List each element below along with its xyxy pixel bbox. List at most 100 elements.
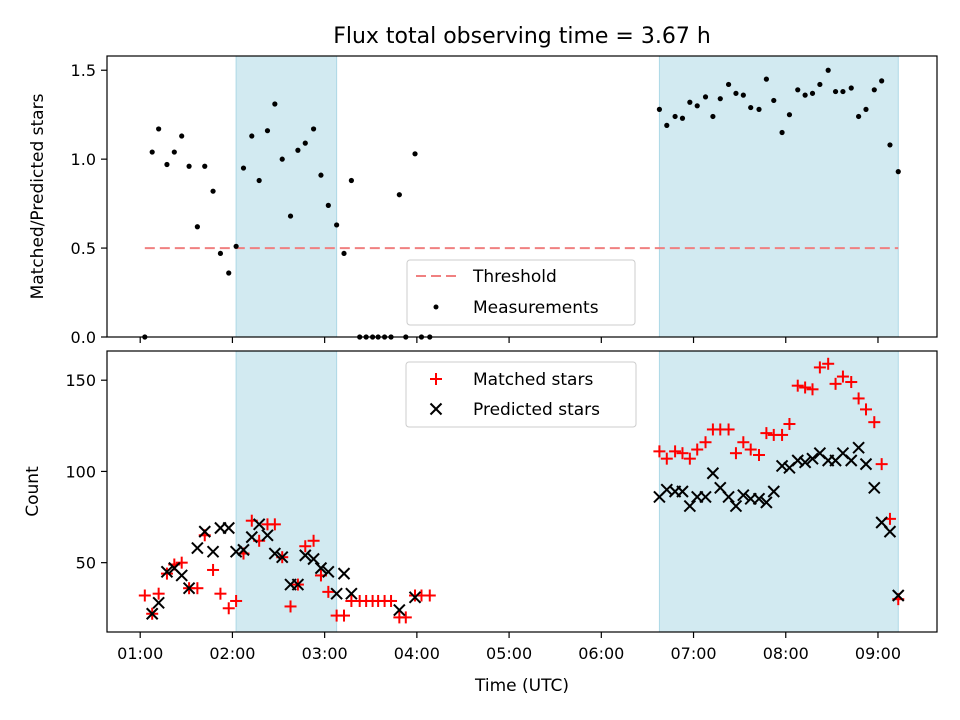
predicted-marker-1-b bbox=[152, 596, 165, 610]
top-y-tick-label-3: 1.5 bbox=[71, 61, 96, 80]
measurement-point-56 bbox=[786, 112, 793, 118]
measurement-point-17 bbox=[272, 101, 278, 107]
measurement-point-18 bbox=[279, 156, 285, 162]
matched-marker-59 bbox=[806, 383, 819, 396]
measurement-point-41 bbox=[672, 113, 678, 120]
predicted-marker-28 bbox=[408, 591, 422, 604]
matched-marker-53 bbox=[760, 427, 773, 440]
matched-marker-62 bbox=[829, 377, 842, 390]
bottom-y-tick-label-1: 100 bbox=[65, 462, 96, 481]
predicted-marker-20 bbox=[299, 549, 312, 562]
measurement-point-1 bbox=[149, 149, 155, 155]
matched-marker-49 bbox=[729, 447, 742, 460]
predicted-marker-37-b bbox=[714, 481, 727, 495]
legend-predicted-label: Predicted stars bbox=[473, 400, 600, 420]
legend-measurements-label: Measurements bbox=[473, 298, 599, 318]
top-y-axis-ticks: 0.0 0.5 1.0 1.5 bbox=[71, 61, 107, 347]
predicted-marker-56-b bbox=[859, 457, 873, 471]
predicted-marker-2 bbox=[160, 565, 174, 578]
predicted-marker-25-b bbox=[337, 567, 351, 580]
predicted-marker-36 bbox=[706, 467, 720, 480]
predicted-marker-14 bbox=[252, 518, 266, 531]
predicted-marker-40-b bbox=[737, 488, 750, 502]
predicted-marker-58-b bbox=[875, 516, 888, 529]
measurement-point-23 bbox=[318, 172, 324, 178]
measurement-point-47 bbox=[717, 96, 723, 102]
matched-marker-58 bbox=[799, 381, 812, 394]
measurement-point-16 bbox=[264, 128, 271, 134]
measurement-point-69 bbox=[887, 142, 893, 148]
measurement-point-45 bbox=[702, 94, 709, 100]
measurement-point-39 bbox=[656, 106, 663, 112]
matched-marker-63 bbox=[836, 370, 849, 383]
predicted-marker-55 bbox=[852, 441, 865, 454]
top-y-tick-label-0: 0.0 bbox=[71, 328, 96, 347]
matched-marker-45 bbox=[699, 436, 712, 449]
predicted-marker-0 bbox=[145, 607, 159, 620]
matched-marker-10 bbox=[214, 587, 227, 600]
bottom-y-axis-label: Count bbox=[23, 466, 43, 517]
legend-predicted-marker-b bbox=[429, 402, 443, 416]
predicted-marker-8 bbox=[206, 545, 220, 558]
predicted-marker-43-b bbox=[760, 496, 773, 509]
chart-title: Flux total observing time = 3.67 h bbox=[333, 24, 711, 49]
predicted-marker-43 bbox=[760, 496, 773, 509]
bottom-y-tick-label-2: 150 bbox=[65, 371, 96, 390]
x-tick-label-3: 04:00 bbox=[394, 644, 440, 663]
predicted-marker-44-b bbox=[767, 485, 780, 498]
measurement-point-21 bbox=[302, 140, 308, 146]
predicted-marker-6-b bbox=[191, 541, 204, 555]
measurement-point-54 bbox=[771, 97, 777, 104]
measurement-point-59 bbox=[809, 90, 816, 96]
matched-marker-33 bbox=[385, 594, 398, 607]
matched-marker-22 bbox=[307, 534, 320, 547]
matched-marker-44 bbox=[691, 443, 704, 456]
legend-measurements-swatch bbox=[433, 304, 439, 310]
predicted-marker-11-b bbox=[229, 545, 243, 558]
predicted-marker-33 bbox=[683, 499, 697, 513]
measurement-point-53 bbox=[763, 76, 769, 82]
predicted-marker-35 bbox=[699, 490, 712, 504]
predicted-marker-13-b bbox=[245, 530, 258, 544]
predicted-marker-38 bbox=[722, 490, 735, 504]
measurement-point-10 bbox=[217, 250, 224, 257]
predicted-marker-55-b bbox=[852, 441, 865, 454]
measurement-point-24 bbox=[325, 202, 331, 208]
predicted-marker-19-b bbox=[291, 578, 305, 591]
measurement-point-66 bbox=[863, 106, 869, 112]
predicted-marker-57-b bbox=[868, 481, 881, 495]
predicted-marker-25 bbox=[337, 567, 351, 580]
predicted-marker-35-b bbox=[699, 490, 712, 504]
measurement-point-6 bbox=[186, 163, 192, 169]
predicted-marker-59-b bbox=[883, 525, 897, 538]
predicted-marker-40 bbox=[737, 488, 750, 502]
predicted-marker-47-b bbox=[791, 454, 804, 467]
x-tick-label-1: 02:00 bbox=[209, 644, 255, 663]
matched-marker-43 bbox=[683, 452, 696, 465]
measurement-point-19 bbox=[287, 213, 294, 219]
matched-marker-2 bbox=[152, 587, 165, 600]
predicted-marker-12-b bbox=[237, 543, 250, 557]
predicted-marker-54 bbox=[845, 454, 858, 467]
matched-marker-17 bbox=[268, 518, 281, 531]
matched-marker-19 bbox=[284, 600, 297, 613]
x-axis-label: Time (UTC) bbox=[474, 676, 569, 696]
predicted-marker-6 bbox=[191, 541, 204, 555]
measurement-point-15 bbox=[256, 177, 262, 184]
predicted-marker-19 bbox=[291, 578, 305, 591]
measurement-point-63 bbox=[840, 88, 846, 95]
predicted-marker-22 bbox=[314, 561, 328, 575]
predicted-marker-32-b bbox=[676, 485, 689, 498]
matched-marker-0 bbox=[138, 589, 151, 602]
predicted-marker-49-b bbox=[806, 452, 819, 465]
measurement-point-42 bbox=[679, 115, 686, 121]
matched-marker-67 bbox=[868, 416, 881, 429]
measurement-point-36 bbox=[412, 151, 418, 157]
measurement-point-57 bbox=[795, 87, 801, 93]
predicted-marker-39-b bbox=[729, 499, 743, 513]
predicted-marker-8-b bbox=[206, 545, 220, 558]
matched-marker-61 bbox=[822, 357, 835, 370]
top-panel: 0.0 0.5 1.0 1.5 Matched/Predicted stars Thr… bbox=[28, 55, 938, 347]
measurement-point-26 bbox=[341, 250, 347, 257]
